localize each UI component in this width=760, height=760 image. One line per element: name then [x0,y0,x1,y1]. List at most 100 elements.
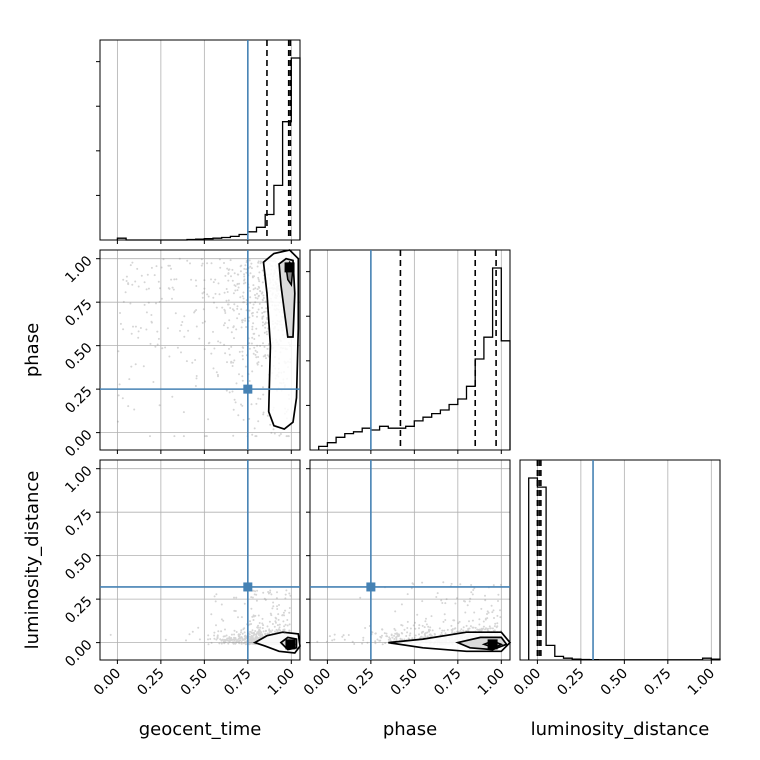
sample-point [493,629,496,632]
sample-point [244,638,247,641]
sample-point [240,631,242,634]
sample-point [238,313,241,315]
sample-point [259,290,261,292]
sample-point [480,607,483,610]
sample-point [156,343,159,346]
sample-point [262,355,265,358]
x-tick-label: 1.00 [685,666,718,699]
sample-point [134,363,137,366]
y-axis-label-luminosity_distance: luminosity_distance [22,471,43,650]
sample-point [220,618,223,621]
sample-point [241,358,244,361]
sample-point [256,351,259,354]
sample-point [243,638,246,641]
sample-point [288,607,291,609]
sample-point [233,398,236,401]
sample-point [206,262,209,265]
sample-point [282,629,285,632]
sample-point [284,593,287,596]
sample-point [209,638,212,640]
sample-point [213,637,216,640]
sample-point [286,619,289,621]
sample-point [168,287,171,290]
sample-point [243,635,246,638]
sample-point [254,636,257,639]
sample-point [202,308,205,311]
sample-point [272,605,275,608]
sample-point [137,285,140,288]
sample-point [232,638,235,641]
sample-point [226,267,229,270]
sample-point [257,630,260,633]
sample-point [381,628,384,631]
sample-point [178,257,181,260]
sample-point [269,612,272,615]
sample-point [264,354,267,357]
sample-point [180,351,182,354]
sample-point [248,309,251,312]
sample-point [220,630,223,633]
sample-point [232,641,235,644]
sample-point [276,630,279,633]
sample-point [249,296,252,299]
panel-frame [99,459,301,661]
sample-point [255,402,258,405]
sample-point [156,330,159,333]
sample-point [395,636,398,638]
sample-point [233,303,236,306]
sample-point [251,615,254,618]
sample-point [487,611,490,614]
sample-point [203,287,206,290]
sample-point [143,281,146,284]
sample-point [227,299,230,302]
sample-point [236,282,239,285]
sample-point [478,628,481,631]
sample-point [278,434,281,437]
sample-point [200,258,203,261]
sample-point [492,584,495,587]
sample-point [183,315,186,318]
sample-point [242,297,245,300]
sample-point [495,626,498,629]
sample-point [203,348,206,351]
sample-point [499,616,502,619]
sample-point [222,324,225,327]
sample-point [248,633,251,636]
sample-point [288,629,291,632]
sample-point [245,271,248,274]
sample-point [257,633,260,636]
sample-point [473,611,476,614]
sample-point [256,363,259,366]
histogram-step [318,267,511,450]
sample-point [233,337,235,340]
sample-point [272,601,275,604]
sample-point [248,342,251,345]
sample-point [252,322,255,325]
sample-point [254,630,257,632]
sample-point [381,628,384,631]
sample-point [271,629,274,632]
sample-point [223,639,226,642]
sample-point [342,634,345,637]
sample-point [261,312,264,314]
sample-point [486,610,489,613]
sample-point [185,639,187,642]
sample-point [200,264,203,267]
sample-point [243,602,246,605]
sample-point [436,592,439,595]
sample-point [229,639,232,642]
sample-point [213,634,216,637]
sample-point [422,636,425,639]
x-tick-label: 1.00 [475,666,508,699]
sample-point [239,637,242,640]
sample-point [233,609,236,612]
panel-frame [309,459,511,661]
sample-point [480,629,483,631]
sample-point [413,637,416,639]
sample-point [249,265,252,268]
sample-point [257,276,260,279]
sample-point [472,589,475,591]
sample-point [409,632,412,635]
sample-point [443,629,446,632]
